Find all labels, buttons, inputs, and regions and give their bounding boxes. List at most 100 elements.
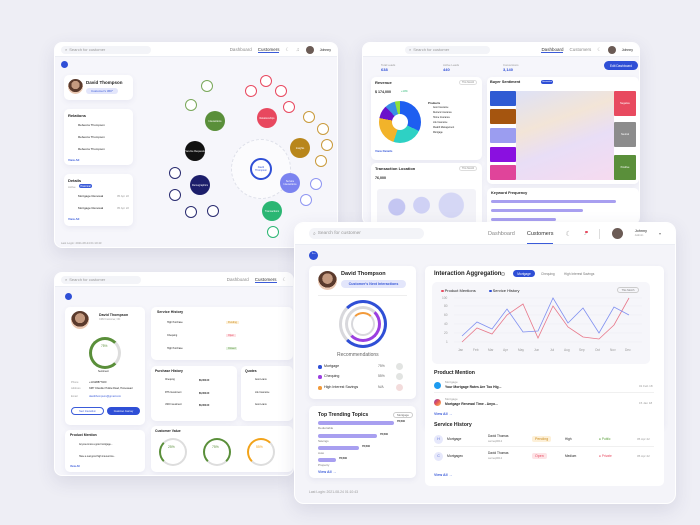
satellite-node[interactable] [300,194,312,206]
product-mention-row[interactable]: Mortgage Your Mortgage Rates Are Too Hig… [434,379,654,393]
bell-icon[interactable]: ♫ [295,46,300,53]
trending-filter-select[interactable]: Mortgage [393,412,413,418]
chart-period-select[interactable]: This Month [617,287,639,293]
bell-icon[interactable]: ♪ [583,230,588,237]
back-button[interactable]: ← [309,250,318,260]
product-mention-row[interactable]: Mortgage Mortgage Renewal Time - Anyo...… [434,396,654,410]
service-history-row[interactable]: C Mortgagec David Thomas sarreq0012 Open… [434,450,654,464]
service-history-view-all[interactable]: View All → [434,473,453,477]
satellite-node[interactable] [185,206,197,218]
satellite-node[interactable] [267,226,279,238]
hub-demographics[interactable]: Demographics [190,175,210,195]
aggregation-tab-mortgage[interactable]: Mortgage [513,270,535,277]
tab-customers[interactable]: Customers [254,276,277,283]
tab-dashboard[interactable]: Dashboard [541,46,564,53]
legend-dot [318,375,322,379]
chevron-down-icon[interactable]: ▾ [658,231,661,236]
last-login: Last Login: 2021-08-24 01:10:43 [309,490,359,494]
satellite-node[interactable] [321,139,333,151]
search-input[interactable]: ⌕ Search for customer [61,275,141,284]
trending-bar [318,421,394,425]
satellite-node[interactable] [315,155,327,167]
tab-dashboard[interactable]: Dashboard [229,47,252,52]
satellite-node[interactable] [169,189,181,201]
satellite-node[interactable] [260,75,272,87]
hub-service-interactions[interactable]: Service Interactions [280,173,300,193]
trending-view-all[interactable]: View All → [318,470,337,474]
details-view-all[interactable]: View All [68,217,80,221]
satellite-node[interactable] [283,101,295,113]
transaction-period-select[interactable]: This Month [459,166,477,171]
moon-icon[interactable]: ☾ [565,230,572,238]
mention-view-all[interactable]: View All [70,465,80,468]
tab-customers[interactable]: Customers [257,46,280,53]
satellite-node[interactable] [303,111,315,123]
svg-text:Sep: Sep [579,348,585,352]
visibility-private: ● Private [599,454,612,458]
search-input[interactable]: ⌕ Search for customer [309,228,424,239]
buyer-sentiment-card: Buyer Sentiment Generation Negative Neut… [487,77,639,184]
recommendation-ring-inner [351,312,375,336]
quote-item[interactable]: Auto Loans [255,404,267,406]
center-node[interactable]: David Thompson [250,158,272,180]
sankey-target-negative: Negative [614,91,636,116]
line-chart: 100 80 60 40 20 1 Jan Feb Mar Apr May Jun Jul Aug… [442,296,642,352]
tab-customers[interactable]: Customers [526,231,554,244]
quote-item[interactable]: Auto Loans [255,379,267,381]
relation-item[interactable]: Rebecca Thompson [78,135,105,139]
customer-subtitle: CRM Customer, ON [99,318,121,321]
satellite-node[interactable] [310,178,322,190]
tab-customers[interactable]: Customers [569,47,592,52]
mention-text[interactable]: Anyone know a good mortgage... [79,444,113,446]
avatar[interactable] [305,45,314,54]
next-interactions-badge[interactable]: Customer's Next Interactions [341,280,406,288]
edit-dashboard-button[interactable]: Edit Dashboard [604,61,638,70]
tab-dashboard[interactable]: Dashboard [226,277,249,282]
revenue-view-details[interactable]: View Details [375,149,393,153]
hub-relationships[interactable]: Relationships [257,108,277,128]
relation-item[interactable]: Rebecca Thompson [78,123,105,127]
revenue-period-select[interactable]: This Month [459,80,477,85]
user-avatar[interactable] [611,228,623,239]
hub-interactions[interactable]: Interactions [205,111,225,131]
tab-dashboard[interactable]: Dashboard [487,230,515,237]
relation-item[interactable]: Rebecca Thompson [78,147,105,151]
product-mention-view-all[interactable]: View All → [434,412,453,416]
back-button[interactable] [65,293,72,300]
satellite-node[interactable] [317,123,329,135]
satellite-node[interactable] [207,205,219,217]
back-button[interactable] [61,61,68,68]
satellite-node[interactable] [201,80,213,92]
info-icon[interactable] [501,272,505,276]
relations-view-all[interactable]: View All [68,158,80,162]
customer-journey-button[interactable]: Customer Journey [107,407,140,415]
satellite-node[interactable] [245,85,257,97]
search-input[interactable]: ⌕ Search for customer [405,45,490,54]
user-menu[interactable]: Johnny Admin [634,229,647,237]
quote-item[interactable]: Life Insurance [255,392,270,394]
status-badge: Open [532,453,547,459]
moon-icon[interactable]: ☾ [282,276,287,283]
details-tab-historical[interactable]: Historical [79,184,92,188]
hub-transactions[interactable]: Transactions [262,201,282,221]
satellite-node[interactable] [185,99,197,111]
details-item[interactable]: Mortgage Renewal [78,206,104,210]
sentiment-tab-generation[interactable]: Generation [541,80,553,84]
moon-icon[interactable]: ☾ [285,46,290,53]
email-value[interactable]: davidthompson@gmail.com [89,395,122,398]
details-tab-active[interactable]: Active [68,185,76,189]
aggregation-tab-chequing[interactable]: Chequing [541,272,555,276]
world-map[interactable] [377,189,476,224]
satellite-node[interactable] [275,85,287,97]
aggregation-tab-high-interest-savings[interactable]: High Interest Savings [564,272,595,276]
details-item[interactable]: Mortgage Renewal [78,194,104,198]
search-input[interactable]: ⌕ Search for customer [61,45,151,54]
next-interaction-button[interactable]: Next Interaction [71,407,104,415]
mention-text[interactable]: Have a real good high interest loa... [79,456,116,458]
avatar[interactable] [607,45,616,54]
hub-service-requests[interactable]: Service Requests [185,141,205,161]
hub-insights[interactable]: Insights [290,138,310,158]
satellite-node[interactable] [169,167,181,179]
service-history-row[interactable]: H Mortgage David Thomas sarreq0012 Pendi… [434,433,654,447]
moon-icon[interactable]: ☾ [597,46,602,53]
